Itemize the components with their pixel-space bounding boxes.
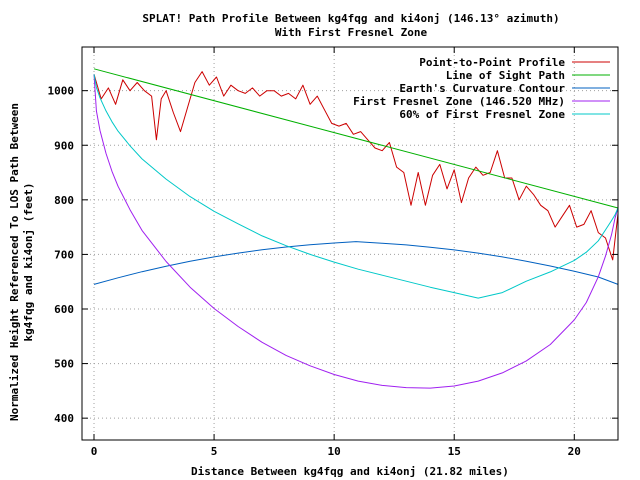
y-tick-label: 400 bbox=[54, 412, 74, 425]
y-axis-ticks: 400 500 600 700 800 900 1000 bbox=[48, 85, 618, 425]
plot-series bbox=[93, 68, 619, 389]
y-tick-label: 500 bbox=[54, 358, 74, 371]
x-tick-label: 0 bbox=[91, 445, 98, 458]
y-tick-label: 1000 bbox=[48, 85, 75, 98]
x-axis-ticks: 0 5 10 15 20 bbox=[91, 47, 581, 458]
y-tick-label: 800 bbox=[54, 194, 74, 207]
chart-subtitle: With First Fresnel Zone bbox=[275, 26, 428, 39]
x-tick-label: 10 bbox=[328, 445, 341, 458]
legend-label: Earth's Curvature Contour bbox=[399, 82, 565, 95]
y-axis-label-line1: Normalized Height Referenced To LOS Path… bbox=[8, 103, 21, 421]
x-tick-label: 15 bbox=[448, 445, 461, 458]
y-axis-label-line2: kg4fqg and ki4onj (feet) bbox=[22, 183, 35, 342]
series-line-0 bbox=[93, 71, 619, 261]
series-line-3 bbox=[93, 74, 619, 389]
series-line-1 bbox=[93, 68, 619, 209]
plot-frame bbox=[81, 46, 619, 441]
legend-label: Line of Sight Path bbox=[446, 69, 565, 82]
series-line-2 bbox=[93, 241, 619, 285]
x-axis-label: Distance Between kg4fqg and ki4onj (21.8… bbox=[191, 465, 509, 478]
x-tick-label: 5 bbox=[211, 445, 218, 458]
y-tick-label: 900 bbox=[54, 139, 74, 152]
y-axis-label-group: Normalized Height Referenced To LOS Path… bbox=[8, 103, 35, 421]
y-tick-label: 700 bbox=[54, 248, 74, 261]
y-tick-label: 600 bbox=[54, 303, 74, 316]
chart-title: SPLAT! Path Profile Between kg4fqg and k… bbox=[142, 12, 559, 25]
legend-label: 60% of First Fresnel Zone bbox=[399, 108, 565, 121]
x-tick-label: 20 bbox=[568, 445, 581, 458]
series-line-4 bbox=[93, 74, 619, 299]
legend-label: First Fresnel Zone (146.520 MHz) bbox=[353, 95, 565, 108]
legend-label: Point-to-Point Profile bbox=[419, 56, 565, 69]
